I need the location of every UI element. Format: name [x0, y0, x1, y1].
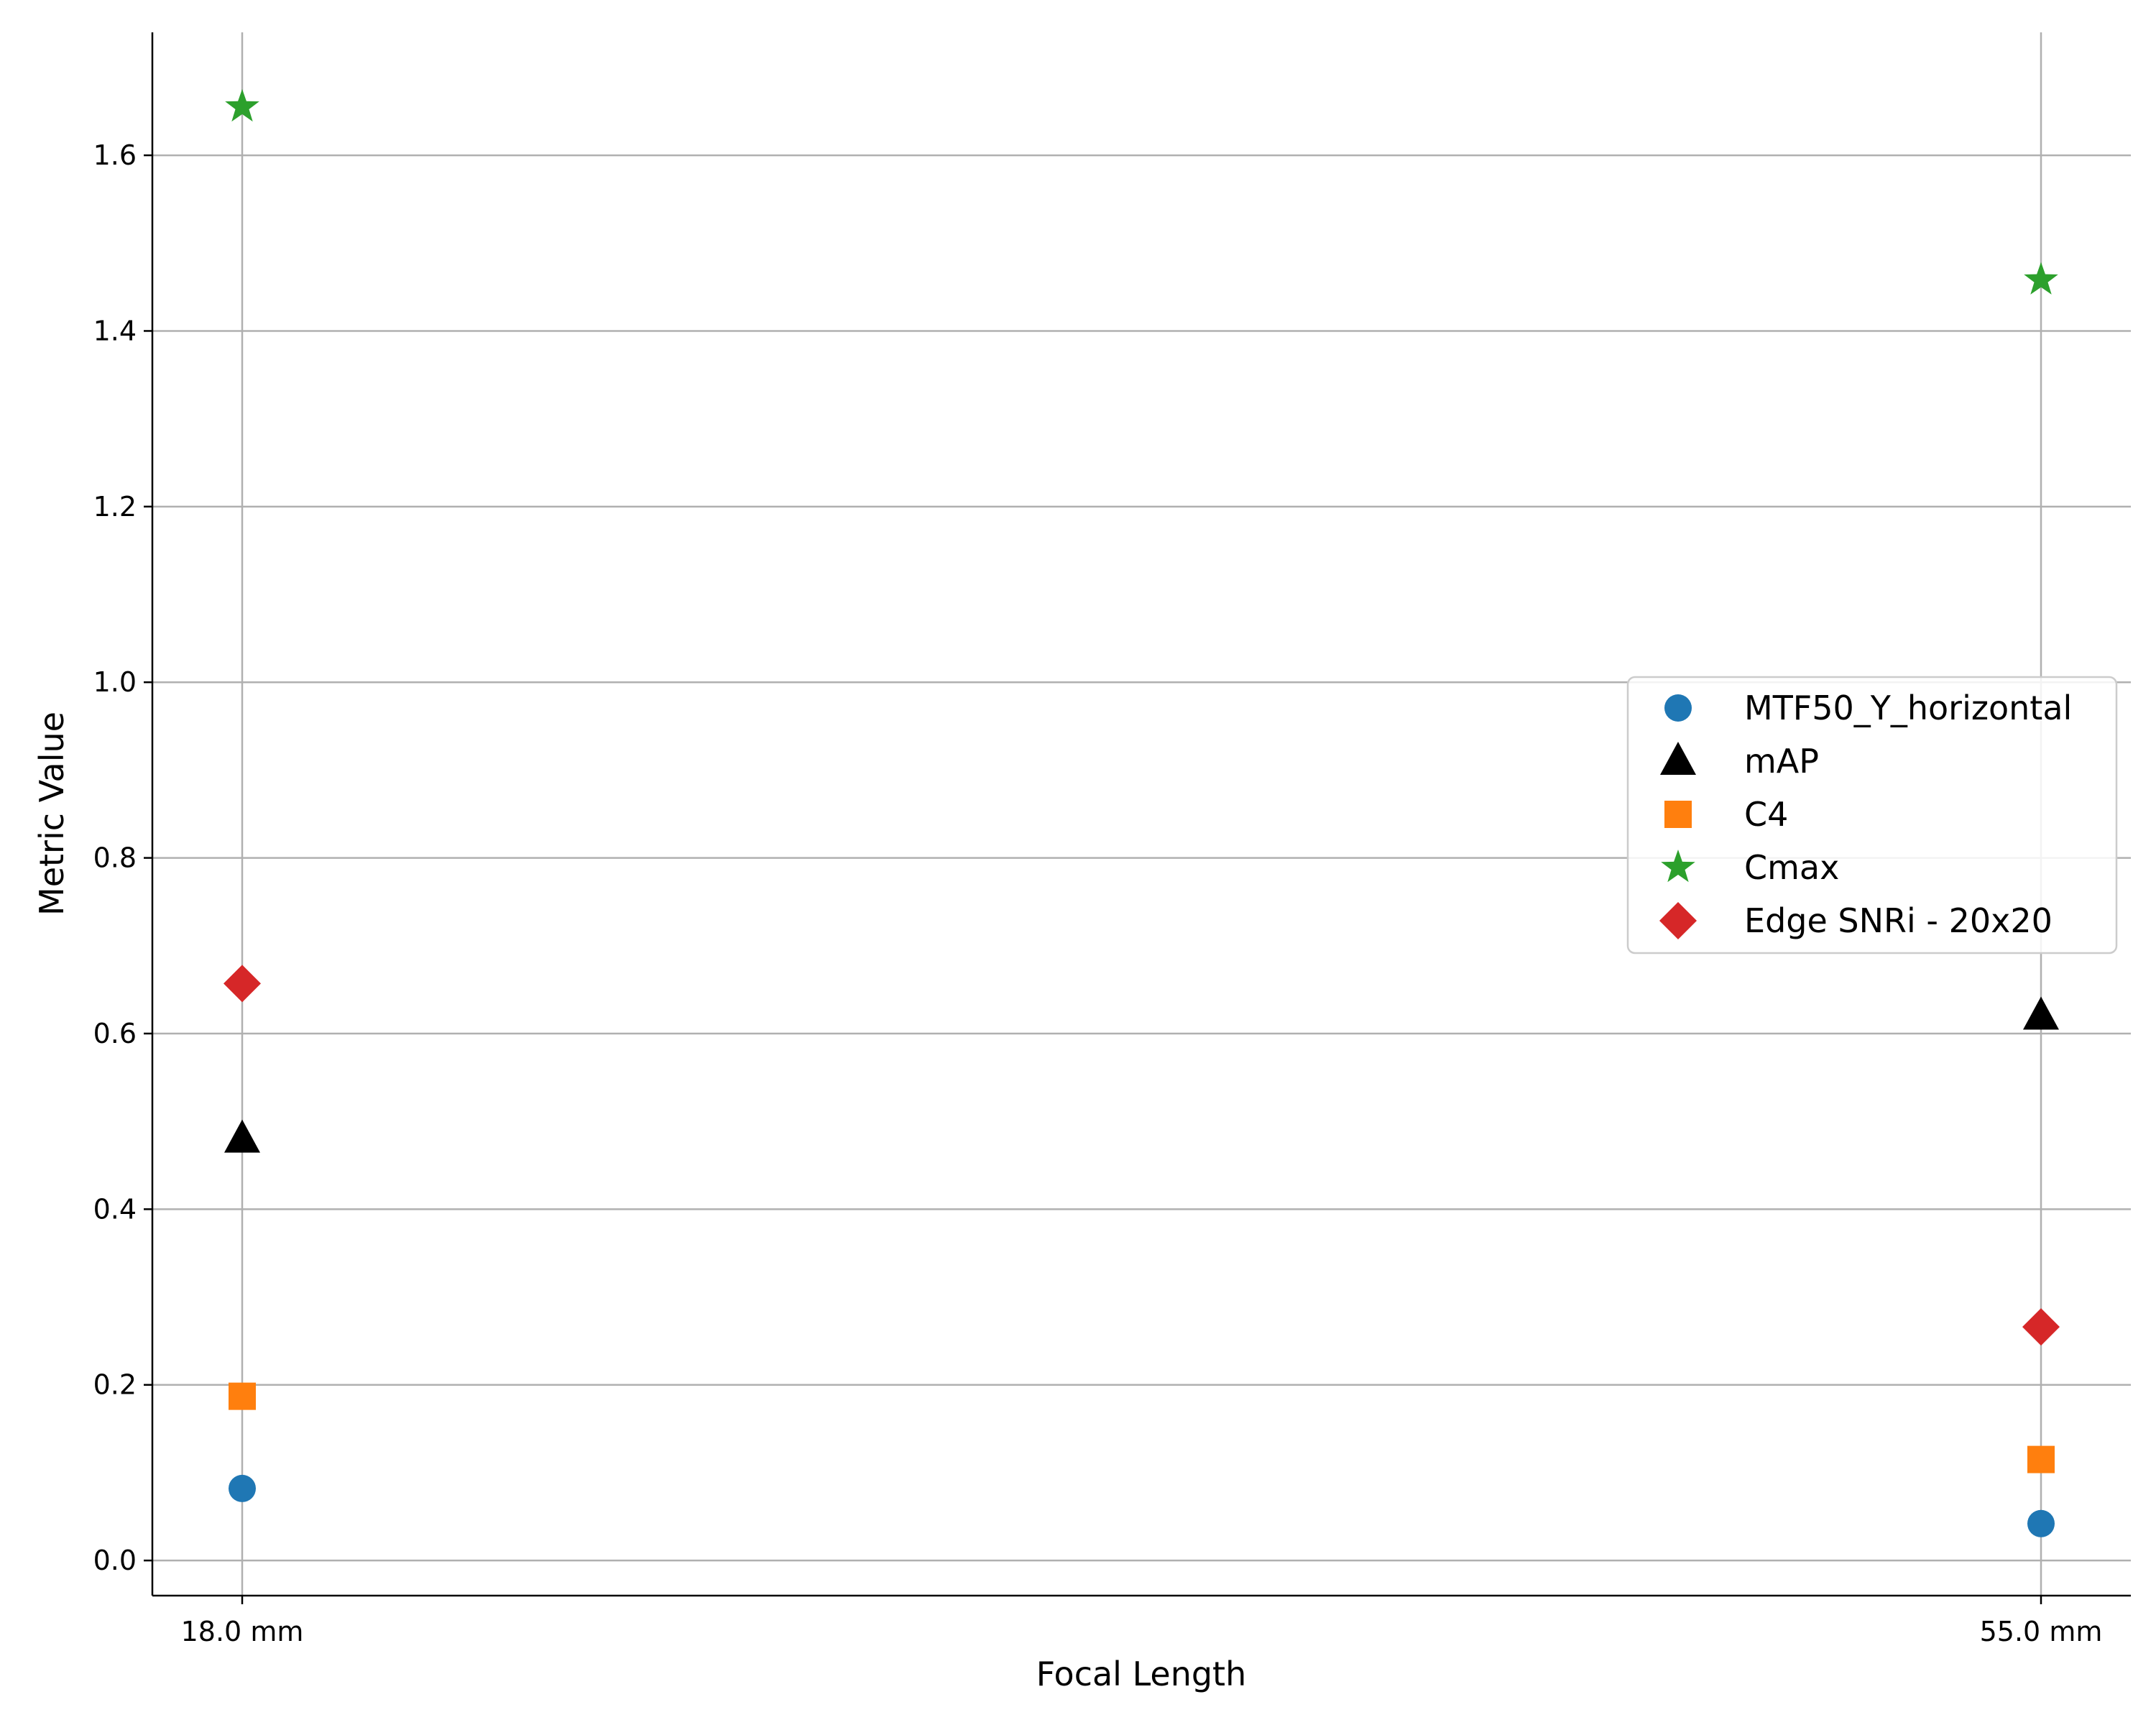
- y-ticks: 0.0 0.2 0.4 0.6 0.8 1.0 1.2 1.4 1.6: [93, 139, 152, 1576]
- legend: MTF50_Y_horizontal mAP C4 Cmax Edge SNRi - 2…: [1626, 676, 2118, 954]
- data-point-star: [225, 88, 259, 122]
- legend-marker-diamond: [1659, 902, 1697, 939]
- data-point-star: [2024, 262, 2058, 295]
- y-axis-label: Metric Value: [32, 712, 71, 916]
- legend-entry-label: C4: [1744, 795, 1788, 834]
- y-tick-label: 0.2: [93, 1369, 137, 1401]
- x-tick-label: 18.0 mm: [181, 1616, 304, 1647]
- legend-entry-label: Cmax: [1744, 848, 1839, 887]
- legend-box: [1626, 676, 2118, 954]
- x-axis-label: Focal Length: [1036, 1655, 1247, 1693]
- y-tick-label: 0.6: [93, 1018, 137, 1049]
- y-tick-label: 1.2: [93, 491, 137, 523]
- data-point-diamond: [2022, 1308, 2060, 1346]
- data-point-diamond: [224, 965, 261, 1003]
- legend-marker-star: [1661, 850, 1695, 883]
- data-point-triangle: [2023, 996, 2059, 1030]
- data-point-square: [229, 1382, 256, 1410]
- y-tick-label: 1.0: [93, 666, 137, 698]
- y-tick-label: 1.6: [93, 139, 137, 171]
- y-tick-label: 0.0: [93, 1545, 137, 1576]
- legend-marker-circle: [1664, 694, 1692, 722]
- legend-entry-label: mAP: [1744, 742, 1819, 781]
- legend-marker-triangle: [1660, 742, 1696, 775]
- x-ticks: 18.0 mm 55.0 mm: [181, 1596, 2103, 1647]
- data-marks: [224, 88, 2060, 1537]
- legend-marker-square: [1664, 801, 1692, 828]
- y-tick-label: 0.8: [93, 842, 137, 874]
- y-tick-label: 0.4: [93, 1193, 137, 1225]
- data-point-triangle: [224, 1119, 260, 1153]
- grid-lines: [152, 32, 2131, 1596]
- x-tick-label: 55.0 mm: [1980, 1616, 2103, 1647]
- y-tick-label: 1.4: [93, 315, 137, 346]
- legend-entry-label: Edge SNRi - 20x20: [1744, 901, 2053, 940]
- data-point-circle: [229, 1474, 256, 1502]
- axes: [151, 32, 2131, 1597]
- data-point-square: [2027, 1445, 2055, 1473]
- legend-entry-label: MTF50_Y_horizontal: [1744, 689, 2072, 727]
- data-point-circle: [2027, 1509, 2055, 1537]
